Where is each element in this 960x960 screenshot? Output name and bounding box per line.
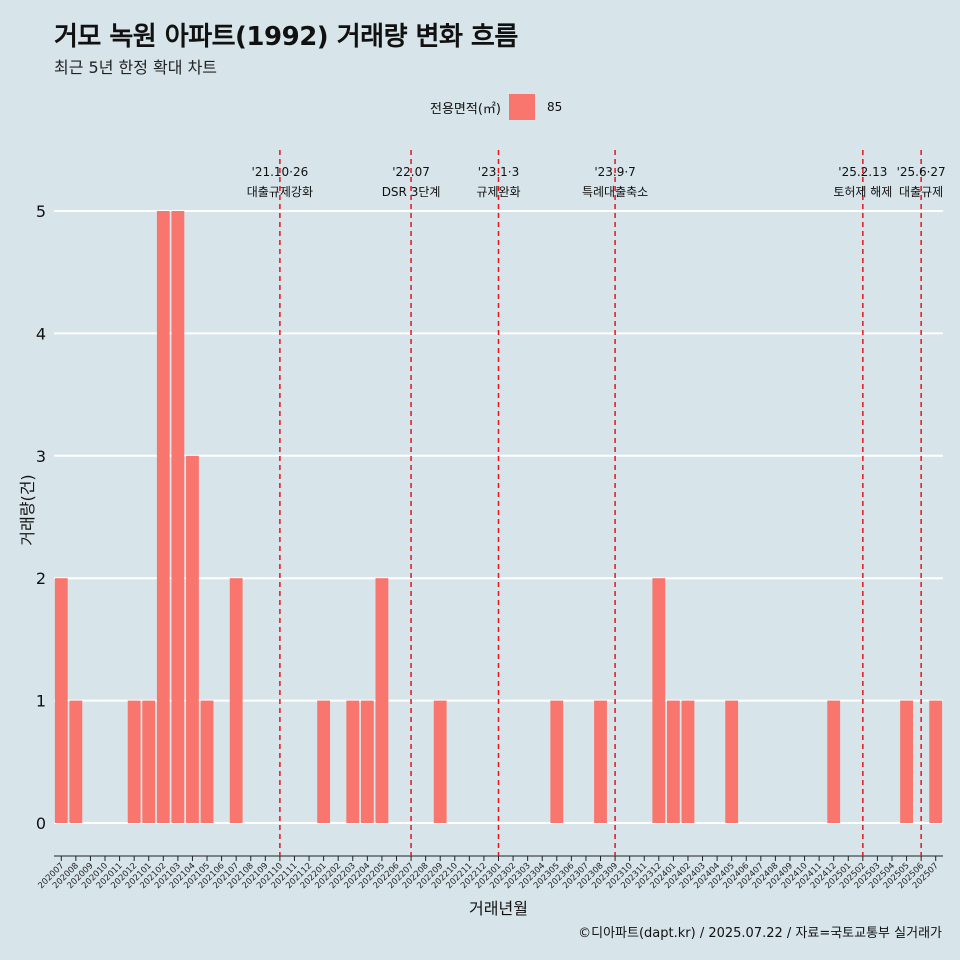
annotation-label: DSR 3단계 — [382, 185, 441, 199]
bar-202105 — [200, 700, 214, 823]
bar-202104 — [186, 455, 199, 823]
legend-swatch — [508, 94, 535, 120]
bar-202402 — [681, 700, 695, 823]
bar-202209 — [433, 700, 447, 823]
chart-subtitle: 최근 5년 한정 확대 차트 — [54, 58, 218, 77]
bar-202203 — [346, 700, 360, 823]
bar-202012 — [127, 700, 141, 823]
bar-202101 — [142, 700, 156, 823]
y-tick-label: 3 — [36, 447, 46, 466]
bar-202412 — [827, 700, 841, 823]
annotation-date: '23.9·7 — [594, 165, 635, 179]
y-axis-title: 거래량(건) — [18, 474, 37, 545]
bar-202305 — [550, 700, 564, 823]
chart-title: 거모 녹원 아파트(1992) 거래량 변화 흐름 — [54, 22, 518, 52]
bar-202312 — [652, 578, 666, 823]
bar-202007 — [54, 578, 68, 823]
annotation-date: '25.2.13 — [838, 165, 887, 179]
y-tick-label: 0 — [36, 814, 46, 833]
bar-202107 — [229, 578, 243, 823]
bar-202308 — [594, 700, 607, 823]
footer-credit: ©디아파트(dapt.kr) / 2025.07.22 / 자료=국토교통부 실… — [578, 926, 942, 941]
bar-202205 — [375, 578, 389, 823]
bar-202401 — [666, 700, 680, 823]
bar-202201 — [317, 700, 331, 823]
y-tick-label: 1 — [36, 692, 46, 711]
legend-title: 전용면적(㎡) — [430, 101, 501, 117]
bar-202102 — [156, 211, 170, 823]
legend: 전용면적(㎡) 85 — [430, 94, 562, 120]
x-axis-title: 거래년월 — [469, 899, 528, 918]
bar-202103 — [171, 211, 185, 823]
y-tick-label: 2 — [36, 569, 46, 588]
bar-202405 — [725, 700, 739, 823]
bar-202505 — [900, 700, 913, 823]
bar-202008 — [69, 700, 83, 823]
annotation-label: 토허제 해제 — [833, 185, 892, 199]
y-tick-label: 4 — [36, 324, 46, 343]
annotation-date: '25.6·27 — [897, 165, 946, 179]
annotation-label: 대출규제 — [899, 185, 943, 199]
annotation-label: 특례대출축소 — [582, 185, 648, 199]
bar-202507 — [929, 700, 943, 823]
bar-202204 — [360, 700, 374, 823]
annotation-date: '22.07 — [392, 165, 430, 179]
annotation-label: 대출규제강화 — [247, 185, 313, 199]
annotation-label: 규제완화 — [476, 185, 520, 199]
annotation-date: '21.10·26 — [252, 165, 309, 179]
y-tick-label: 5 — [36, 202, 46, 221]
legend-key-label: 85 — [546, 100, 563, 114]
annotation-date: '23.1·3 — [478, 165, 519, 179]
